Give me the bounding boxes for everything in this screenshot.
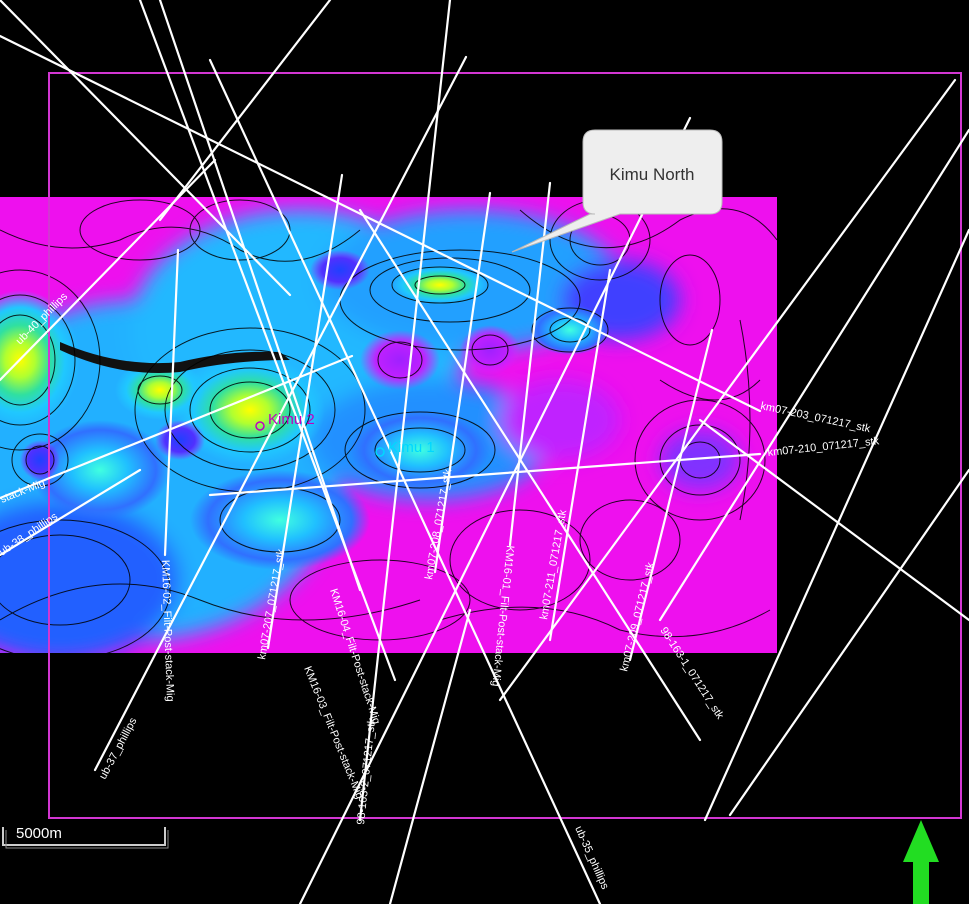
- seismic-line-diag-c: [658, 128, 969, 622]
- seismic-line-km07-211[interactable]: [548, 268, 612, 642]
- seismic-line-98-163-1[interactable]: [358, 208, 702, 742]
- seismic-line-stack-mig[interactable]: [0, 354, 354, 500]
- prospect-markers: Kimu 2 Kimu 1: [255, 411, 435, 457]
- label-km16-02: KM16-02_Filt-Post-stack-Mig: [159, 560, 176, 702]
- seismic-line-ub-37-ext: [158, 0, 332, 222]
- survey-outline: [48, 72, 962, 819]
- seismic-line-ub-38[interactable]: [0, 468, 142, 557]
- scale-bar: 5000m: [2, 825, 169, 849]
- seismic-line-km16-02[interactable]: [163, 248, 180, 557]
- prospect-kimu2-marker[interactable]: [255, 421, 265, 431]
- callout-kimu-north[interactable]: Kimu North: [511, 129, 723, 253]
- seismic-line-km16-04[interactable]: [158, 0, 362, 592]
- seismic-line-km16-01[interactable]: [508, 181, 552, 547]
- north-arrow-icon: [903, 820, 939, 904]
- seismic-line-km07-207[interactable]: [266, 173, 344, 650]
- prospect-kimu1-marker[interactable]: [375, 447, 385, 457]
- seismic-line-98-163-2[interactable]: [358, 0, 452, 822]
- seismic-line-km07-210[interactable]: [208, 452, 762, 497]
- seismic-line-km07-209[interactable]: [628, 328, 714, 662]
- prospect-kimu2-label: Kimu 2: [268, 411, 315, 428]
- callout-text: Kimu North: [609, 165, 694, 184]
- seismic-line-ub-37[interactable]: [93, 55, 468, 772]
- seismic-line-km07-208[interactable]: [433, 191, 492, 574]
- seismic-line-diag-g: [388, 608, 472, 904]
- seismic-line-diag-d: [703, 228, 969, 822]
- seismic-line-diag-b: [498, 78, 957, 702]
- prospect-kimu1-label: Kimu 1: [388, 439, 435, 456]
- seismic-line-km16-03-ext: [0, 0, 292, 297]
- structure-grid: [0, 197, 777, 653]
- seismic-line-diag-a: [298, 116, 692, 904]
- seismic-line-diag-e: [728, 468, 969, 817]
- scale-bar-label: 5000m: [16, 825, 62, 842]
- seismic-line-ub-35[interactable]: [208, 58, 602, 904]
- seismic-line-diag-f: [698, 418, 969, 622]
